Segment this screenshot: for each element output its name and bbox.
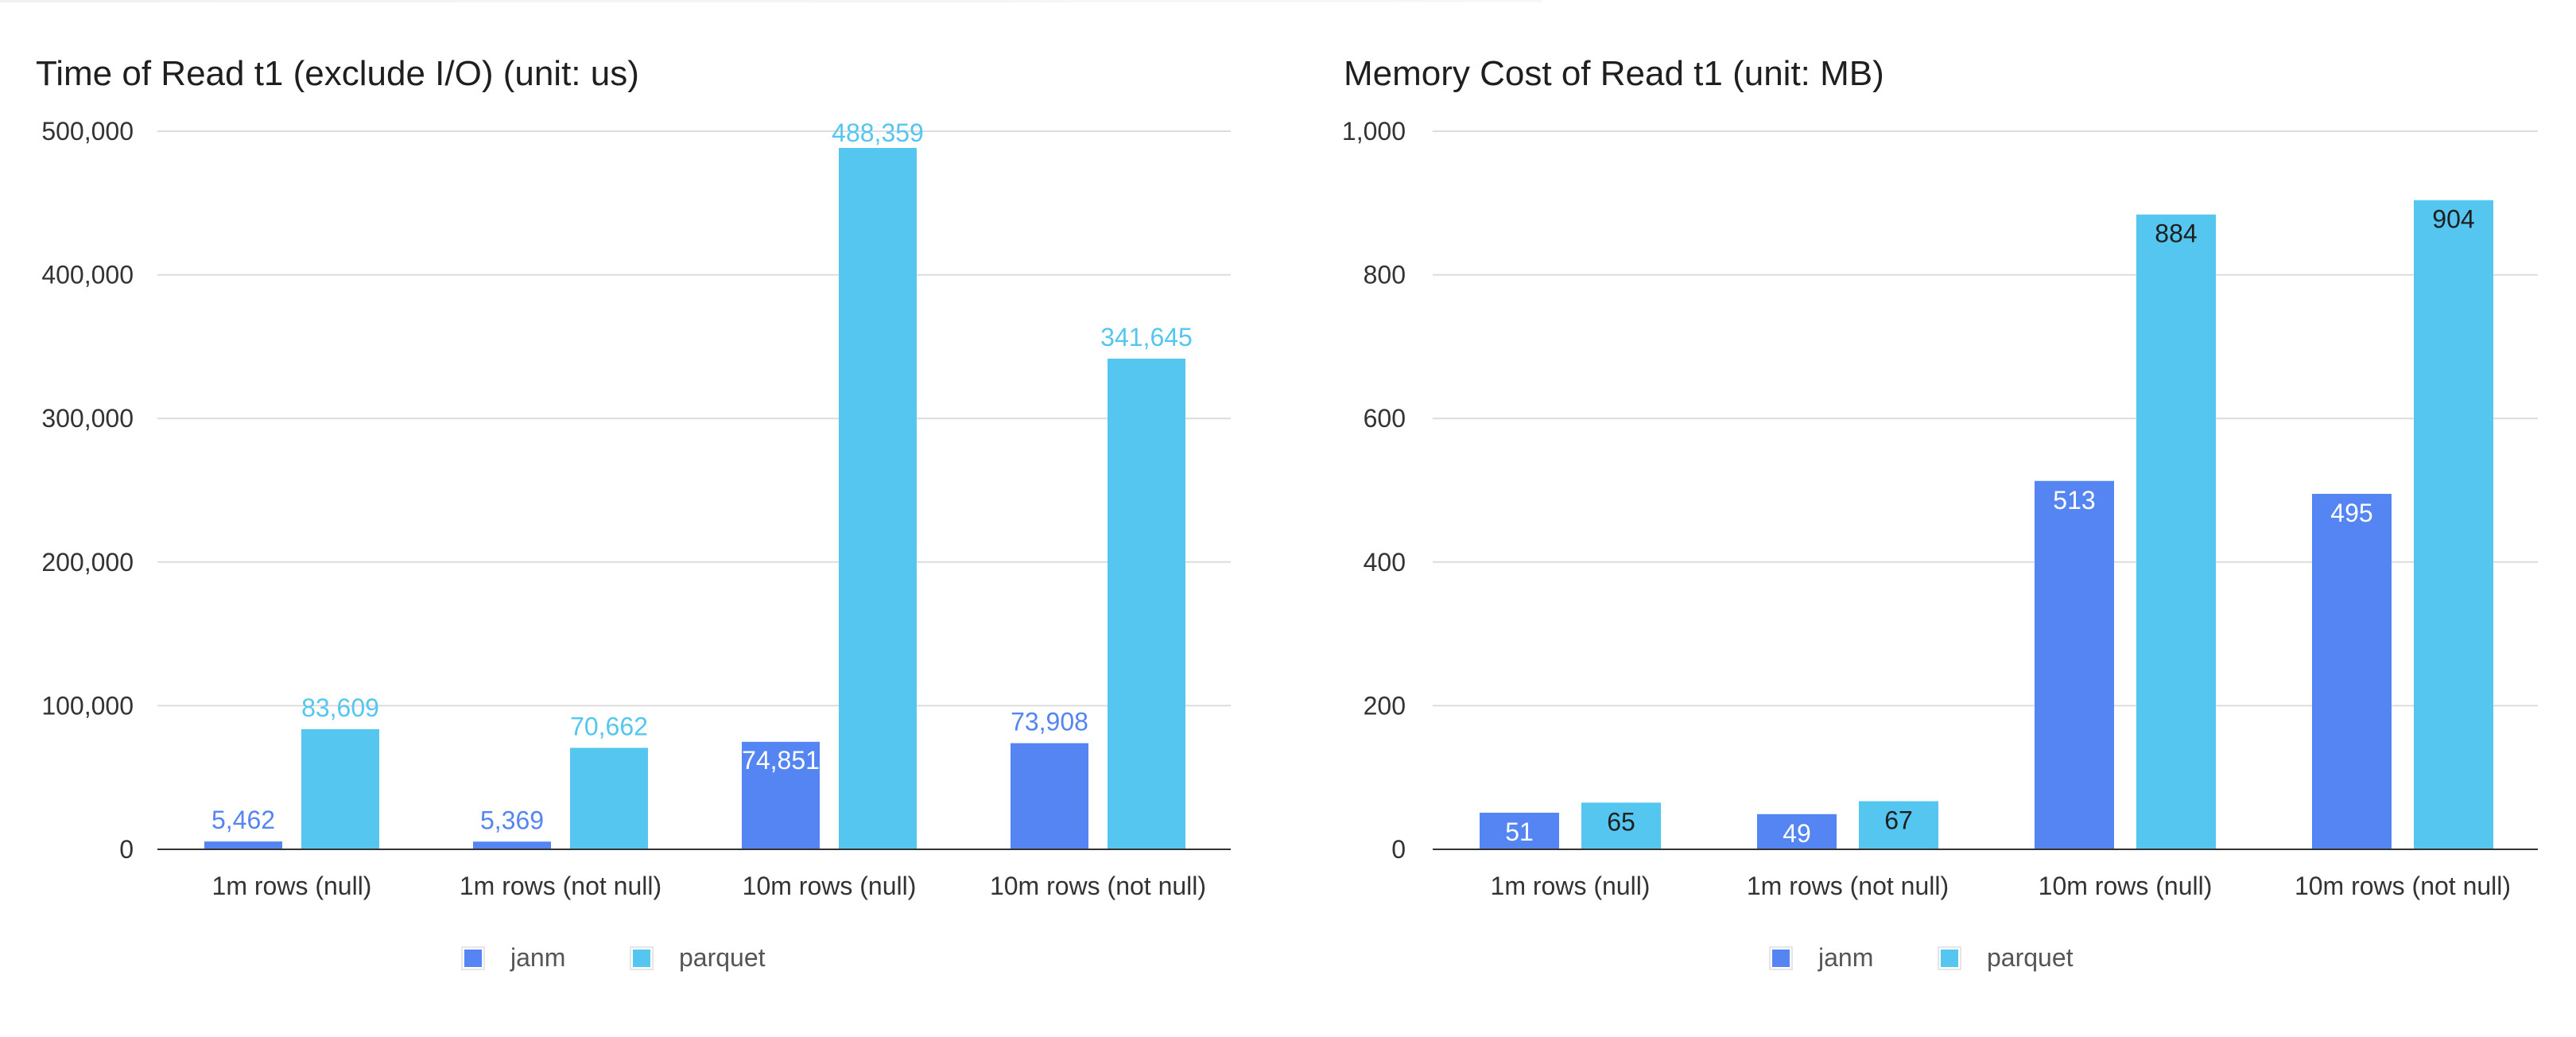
bar-parquet <box>839 148 917 849</box>
memory-chart-plot: 0 200 400 600 800 1,000 51 49 513 495 65 67 884 904 1m… <box>1342 117 2538 900</box>
bar-janm <box>2312 494 2392 849</box>
data-label-janm: 73,908 <box>1011 708 1088 736</box>
x-tick-label: 10m rows (null) <box>2039 872 2213 900</box>
memory-chart-legend: janm parquet <box>1304 943 2576 983</box>
x-tick-label: 10m rows (not null) <box>990 872 1206 900</box>
y-tick-label: 500,000 <box>41 117 134 146</box>
data-label-parquet: 341,645 <box>1100 323 1193 351</box>
x-tick-label: 1m rows (not null) <box>1747 872 1949 900</box>
y-tick-label: 200 <box>1364 691 1406 720</box>
legend-item-parquet[interactable]: parquet <box>1938 943 2074 973</box>
y-tick-label: 400 <box>1364 548 1406 577</box>
data-label-parquet: 70,662 <box>570 712 648 740</box>
bar-janm <box>1757 814 1837 849</box>
bar-janm <box>742 741 820 849</box>
bar-parquet <box>1108 358 1185 849</box>
legend-item-parquet[interactable]: parquet <box>630 943 766 973</box>
y-tick-label: 0 <box>119 835 134 864</box>
y-tick-label: 800 <box>1364 261 1406 289</box>
x-tick-label: 10m rows (not null) <box>2295 872 2511 900</box>
y-tick-label: 200,000 <box>41 548 134 577</box>
data-label-janm: 5,462 <box>211 806 275 834</box>
x-tick-label: 1m rows (not null) <box>460 872 661 900</box>
legend-swatch-parquet <box>630 946 654 970</box>
data-label-janm: 5,369 <box>480 806 544 834</box>
data-label-parquet: 83,609 <box>301 693 379 722</box>
bar-parquet <box>1859 801 1938 849</box>
legend-swatch-parquet <box>1938 946 1961 970</box>
legend-label-janm: janm <box>1818 943 1874 972</box>
bar-janm <box>1011 743 1088 849</box>
data-label-janm: 74,851 <box>742 746 820 775</box>
data-label-janm: 495 <box>2330 499 2372 527</box>
bar-parquet <box>1581 802 1661 849</box>
top-divider <box>0 0 1542 2</box>
y-tick-label: 1,000 <box>1342 117 1406 146</box>
legend-swatch-janm <box>1769 946 1793 970</box>
legend-item-janm[interactable]: janm <box>1769 943 1873 973</box>
bar-parquet <box>570 748 648 849</box>
y-tick-label: 100,000 <box>41 691 134 720</box>
bar-janm <box>1480 812 1559 849</box>
legend-item-janm[interactable]: janm <box>461 943 565 973</box>
x-tick-label: 1m rows (null) <box>212 872 372 900</box>
time-chart-panel: Time of Read t1 (exclude I/O) (unit: us)… <box>0 0 1272 1037</box>
bar-janm <box>204 841 282 849</box>
bar-janm <box>2035 480 2114 849</box>
legend-swatch-janm <box>461 946 485 970</box>
data-label-parquet: 67 <box>1884 806 1913 834</box>
time-chart-plot: 0 100,000 200,000 300,000 400,000 500,000 5,46… <box>41 117 1231 900</box>
x-tick-label: 1m rows (null) <box>1491 872 1651 900</box>
bar-parquet <box>301 729 379 849</box>
memory-chart-panel: Memory Cost of Read t1 (unit: MB) 0 200 40… <box>1304 0 2576 1037</box>
data-label-parquet: 65 <box>1607 807 1635 836</box>
y-tick-label: 600 <box>1364 404 1406 433</box>
x-tick-label: 10m rows (null) <box>743 872 917 900</box>
data-label-janm: 49 <box>1783 819 1811 848</box>
legend-label-parquet: parquet <box>679 943 766 972</box>
data-label-janm: 51 <box>1505 818 1534 846</box>
data-label-parquet: 904 <box>2432 205 2474 234</box>
legend-label-janm: janm <box>510 943 566 972</box>
time-chart-legend: janm parquet <box>0 943 1272 983</box>
data-label-janm: 513 <box>2053 486 2095 515</box>
legend-label-parquet: parquet <box>1987 943 2074 972</box>
bar-janm <box>473 841 551 849</box>
data-label-parquet: 884 <box>2155 219 2197 248</box>
bar-parquet <box>2414 200 2493 850</box>
data-label-parquet: 488,359 <box>832 118 924 147</box>
y-tick-label: 400,000 <box>41 261 134 289</box>
y-tick-label: 0 <box>1391 835 1406 864</box>
y-tick-label: 300,000 <box>41 404 134 433</box>
time-chart-title: Time of Read t1 (exclude I/O) (unit: us) <box>36 54 639 93</box>
memory-chart-title: Memory Cost of Read t1 (unit: MB) <box>1344 54 1884 93</box>
bar-parquet <box>2136 214 2216 849</box>
